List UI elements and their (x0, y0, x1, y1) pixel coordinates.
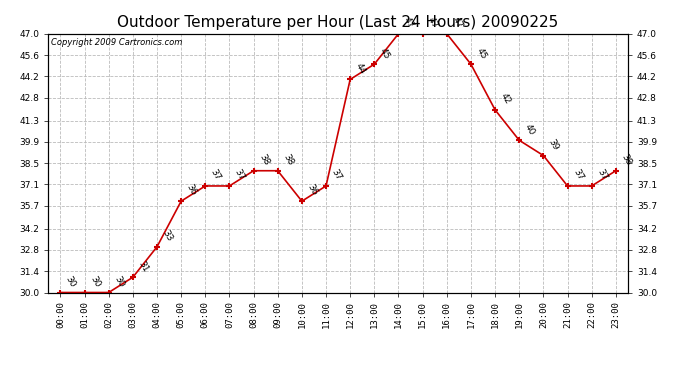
Text: 47: 47 (402, 16, 415, 30)
Text: 37: 37 (209, 168, 222, 182)
Text: 45: 45 (475, 46, 488, 60)
Text: 36: 36 (185, 183, 198, 197)
Text: 38: 38 (620, 153, 633, 167)
Text: 37: 37 (233, 168, 246, 182)
Text: 45: 45 (378, 46, 391, 60)
Text: 39: 39 (547, 137, 560, 152)
Text: 33: 33 (161, 229, 174, 243)
Title: Outdoor Temperature per Hour (Last 24 Hours) 20090225: Outdoor Temperature per Hour (Last 24 Ho… (117, 15, 559, 30)
Text: 37: 37 (571, 168, 584, 182)
Text: Copyright 2009 Cartronics.com: Copyright 2009 Cartronics.com (51, 38, 183, 46)
Text: 37: 37 (330, 168, 343, 182)
Text: 38: 38 (282, 153, 295, 167)
Text: 36: 36 (306, 183, 319, 197)
Text: 30: 30 (88, 274, 101, 289)
Text: 37: 37 (595, 168, 609, 182)
Text: 40: 40 (523, 122, 536, 136)
Text: 38: 38 (257, 153, 270, 167)
Text: 47: 47 (451, 16, 464, 30)
Text: 31: 31 (137, 259, 150, 273)
Text: 42: 42 (499, 92, 512, 106)
Text: 30: 30 (64, 274, 77, 289)
Text: 44: 44 (354, 62, 367, 76)
Text: 30: 30 (112, 274, 126, 289)
Text: 47: 47 (426, 16, 440, 30)
